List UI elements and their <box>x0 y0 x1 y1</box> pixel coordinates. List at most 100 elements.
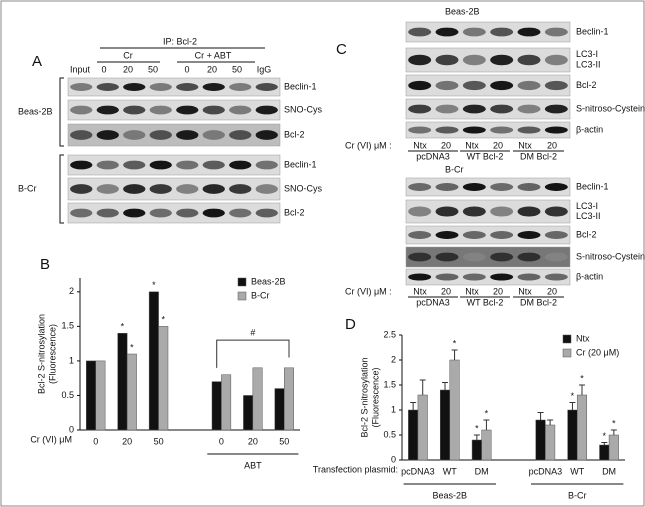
y-tick-label: 2 <box>69 286 74 296</box>
bar <box>243 395 254 431</box>
y-tick-label: 1 <box>391 404 396 414</box>
blot-band <box>202 160 225 170</box>
blot <box>405 47 571 73</box>
blot-band <box>544 273 568 281</box>
x-tick-label: WT <box>443 466 457 476</box>
lane-label: IgG <box>257 64 272 74</box>
blot-band <box>435 183 459 191</box>
lane-label: 50 <box>232 64 242 74</box>
blot-label: Beclin-1 <box>576 26 609 36</box>
blot-band <box>435 273 459 281</box>
lane-label: 20 <box>493 140 503 150</box>
cell-line-title: Beas-2B <box>445 6 480 16</box>
blot-band <box>149 184 172 194</box>
y-tick-label: 2.5 <box>383 329 396 339</box>
blot <box>67 202 281 224</box>
bar <box>439 389 451 461</box>
blot-band <box>462 231 486 239</box>
blot-band <box>435 231 459 239</box>
bar <box>158 326 169 431</box>
x-tick-label: WT <box>570 466 584 476</box>
error-bar <box>610 429 617 435</box>
x-tick-label: 50 <box>279 436 289 446</box>
bar <box>117 333 128 431</box>
bar <box>481 429 492 461</box>
blot-band <box>96 184 119 194</box>
group-label: Cr <box>123 50 133 60</box>
y-axis-label: Bcl-2 S-nitrosylation <box>359 357 369 437</box>
x-tick-label: pcDNA3 <box>529 466 563 476</box>
annotation: * <box>485 408 489 418</box>
blot-band <box>435 80 459 91</box>
blot-band <box>202 208 225 218</box>
blot-band <box>517 54 541 66</box>
blot <box>405 199 571 224</box>
blot-band <box>408 273 432 281</box>
blot-band <box>462 183 486 191</box>
blot-band <box>517 27 541 37</box>
blot-band <box>490 183 514 191</box>
y-tick-label: 1 <box>69 355 74 365</box>
error-bar <box>537 412 544 420</box>
blot-band <box>202 130 225 140</box>
y-axis-label: (Fluorescence) <box>370 367 380 427</box>
error-bar <box>442 382 449 390</box>
y-tick-label: 0.5 <box>383 429 396 439</box>
blot-band <box>517 104 541 114</box>
blot-band <box>229 208 252 218</box>
x-axis-label: Cr (VI) μM <box>30 434 72 444</box>
blot-band <box>490 27 514 37</box>
x-tick-label: 50 <box>154 436 164 446</box>
x-tick-label: DM <box>475 466 489 476</box>
blot-label: LC3-I <box>576 49 598 59</box>
panel-letter: A <box>32 53 42 70</box>
blot-band <box>176 130 199 140</box>
group-label: WT Bcl-2 <box>467 151 504 161</box>
group-label: pcDNA3 <box>416 151 450 161</box>
lane-label: Ntx <box>413 140 427 150</box>
blot-band <box>435 126 459 134</box>
blot-band <box>517 231 541 239</box>
blot-label: β-actin <box>576 271 603 281</box>
bar <box>599 444 610 461</box>
blot-band <box>462 27 486 37</box>
blot-band <box>544 183 568 191</box>
lane-axis-label: Cr (VI) μM : <box>345 140 392 150</box>
blot-band <box>229 160 252 170</box>
blot-band <box>70 83 93 91</box>
bar <box>284 367 294 431</box>
error-bar <box>419 379 426 395</box>
bracket <box>59 154 64 224</box>
blot <box>405 74 571 97</box>
blot-band <box>176 160 199 170</box>
blot-band <box>176 208 199 218</box>
lane-label: 20 <box>493 286 503 296</box>
blot-band <box>123 208 146 218</box>
lane-label: 0 <box>101 64 106 74</box>
blot-label: LC3-I <box>576 201 598 211</box>
blot-band <box>517 273 541 281</box>
group-label: WT Bcl-2 <box>467 297 504 307</box>
error-bar <box>601 442 608 445</box>
panel-letter: D <box>345 316 356 333</box>
error-bar <box>483 419 490 430</box>
blot-band <box>70 184 93 194</box>
blot-band <box>255 208 278 218</box>
blot-band <box>462 273 486 281</box>
blot-band <box>408 27 432 37</box>
blot-band <box>517 206 541 217</box>
bar <box>576 394 588 461</box>
cell-line-label: B-Cr <box>18 183 37 193</box>
blot-band <box>229 83 252 91</box>
blot-band <box>544 206 568 217</box>
y-tick-label: 0.5 <box>61 390 74 400</box>
blot-band <box>544 252 568 262</box>
blot-band <box>435 54 459 66</box>
blot-band <box>462 80 486 91</box>
blot-band <box>96 130 119 140</box>
blot-band <box>408 183 432 191</box>
blot-band <box>544 126 568 134</box>
blot-band <box>123 184 146 194</box>
bar <box>449 359 460 461</box>
blot-band <box>517 126 541 134</box>
